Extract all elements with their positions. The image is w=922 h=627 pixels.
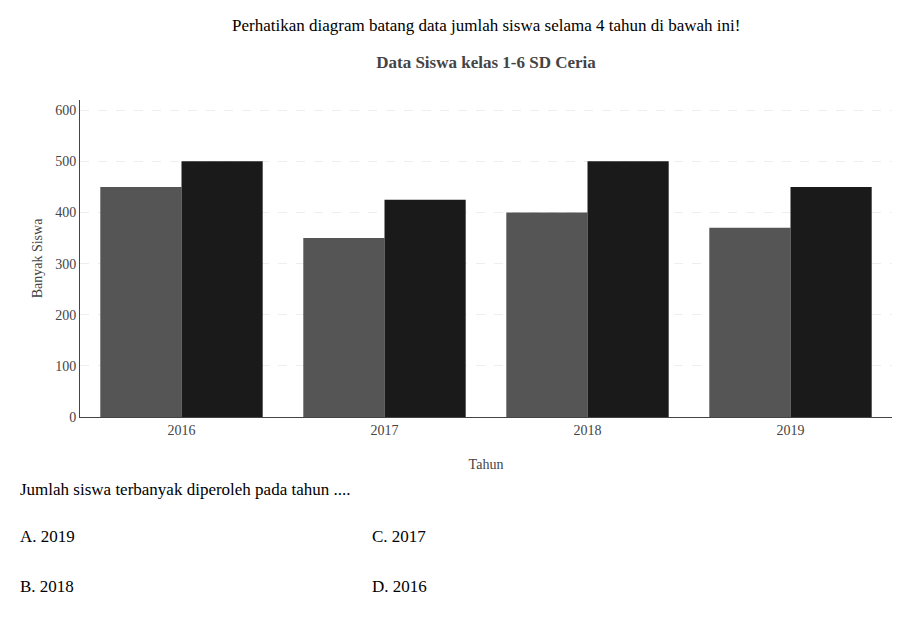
svg-text:200: 200 xyxy=(55,308,76,323)
svg-text:2019: 2019 xyxy=(777,423,805,438)
svg-text:B. 2018: B. 2018 xyxy=(20,577,74,596)
svg-text:0: 0 xyxy=(69,410,76,425)
svg-text:Tahun: Tahun xyxy=(469,457,504,472)
svg-text:300: 300 xyxy=(55,257,76,272)
svg-text:Banyak Siswa: Banyak Siswa xyxy=(30,218,45,299)
svg-text:Data Siswa kelas 1-6 SD Ceria: Data Siswa kelas 1-6 SD Ceria xyxy=(376,53,596,72)
svg-text:400: 400 xyxy=(55,205,76,220)
svg-text:A. 2019: A. 2019 xyxy=(20,527,75,546)
svg-text:Perhatikan diagram batang data: Perhatikan diagram batang data jumlah si… xyxy=(232,16,740,35)
svg-text:600: 600 xyxy=(55,103,76,118)
svg-text:D. 2016: D. 2016 xyxy=(372,577,427,596)
svg-text:2017: 2017 xyxy=(371,423,399,438)
svg-text:C. 2017: C. 2017 xyxy=(372,527,426,546)
svg-text:100: 100 xyxy=(55,359,76,374)
svg-text:500: 500 xyxy=(55,154,76,169)
svg-text:2018: 2018 xyxy=(574,423,602,438)
svg-text:2016: 2016 xyxy=(168,423,196,438)
svg-text:Jumlah siswa terbanyak diperol: Jumlah siswa terbanyak diperoleh pada ta… xyxy=(20,480,350,499)
